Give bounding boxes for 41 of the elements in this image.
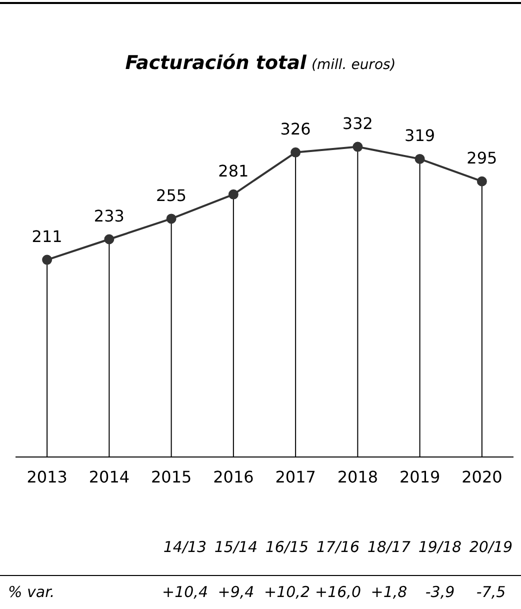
x-tick-label: 2020: [462, 468, 502, 487]
text: +16,0: [314, 583, 362, 601]
text: 14/13: [162, 538, 208, 556]
point: [104, 234, 114, 244]
point: [166, 214, 176, 224]
text: +10,2: [263, 583, 311, 601]
text: -3,9: [424, 583, 456, 601]
x-tick-label: 2014: [88, 468, 130, 487]
text: 17/16: [315, 538, 361, 556]
data-label: 332: [342, 114, 373, 133]
chart-title: Facturación total: [125, 52, 306, 74]
text: % var.: [8, 583, 55, 601]
point: [290, 147, 301, 158]
data-label: 255: [156, 186, 187, 205]
data-label: 211: [32, 226, 62, 246]
data-label: 295: [466, 148, 498, 168]
text: 20/19: [468, 538, 514, 556]
point: [42, 254, 52, 265]
x-tick-label: 2013: [26, 468, 68, 487]
data-label: 281: [218, 162, 249, 181]
x-tick-label: 2016: [213, 468, 254, 487]
x-tick-label: 2018: [337, 468, 378, 487]
chart-subtitle: (mill. euros): [312, 57, 396, 73]
point: [352, 142, 363, 152]
text: 15/14: [213, 538, 259, 556]
data-label: 233: [94, 206, 124, 226]
data-label: 319: [404, 126, 436, 146]
point: [228, 189, 238, 200]
text: +10,4: [161, 583, 209, 601]
text: 16/15: [264, 538, 310, 556]
text: 19/18: [417, 538, 463, 556]
text: 18/17: [366, 538, 412, 556]
x-tick-label: 2019: [399, 468, 440, 487]
point: [476, 176, 487, 186]
x-tick-label: 2015: [150, 468, 192, 487]
x-tick-label: 2017: [275, 468, 316, 487]
text: +1,8: [370, 583, 408, 601]
text: +9,4: [216, 583, 256, 601]
data-label: 326: [280, 120, 311, 139]
point: [414, 154, 425, 164]
text: -7,5: [475, 583, 507, 601]
